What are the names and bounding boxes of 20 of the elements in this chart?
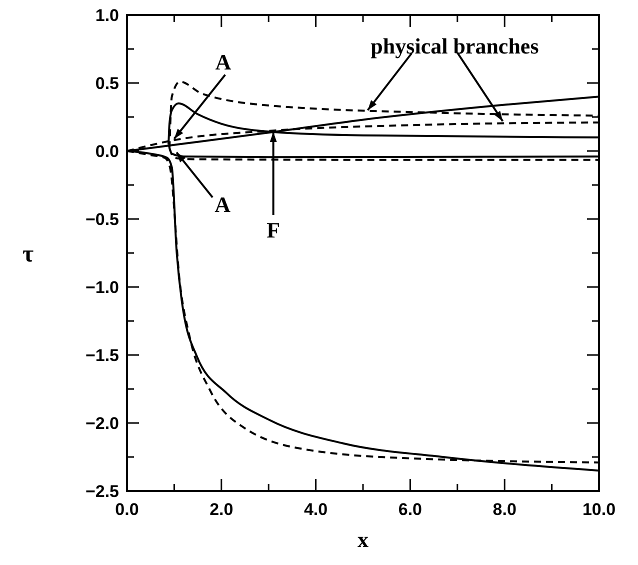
annotation: A [214,192,231,217]
x-tick-label: 2.0 [210,500,234,519]
y-tick-label: −2.5 [85,482,119,501]
y-tick-label: −0.5 [85,210,119,229]
x-axis-title: x [358,527,368,552]
y-tick-label: 0.0 [95,142,119,161]
annotation: physical branches [370,34,540,59]
y-tick-label: 0.5 [95,74,119,93]
y-tick-label: −1.5 [85,346,119,365]
x-tick-label: 4.0 [304,500,328,519]
y-tick-label: −2.0 [85,414,119,433]
x-tick-label: 6.0 [398,500,422,519]
y-axis-title: τ [22,241,34,268]
annotation: A [215,49,232,74]
x-tick-label: 10.0 [582,500,616,519]
y-tick-label: 1.0 [95,6,119,25]
x-tick-label: 0.0 [115,500,139,519]
y-tick-label: −1.0 [85,278,119,297]
annotation: F [266,217,280,242]
x-tick-label: 8.0 [492,500,516,519]
